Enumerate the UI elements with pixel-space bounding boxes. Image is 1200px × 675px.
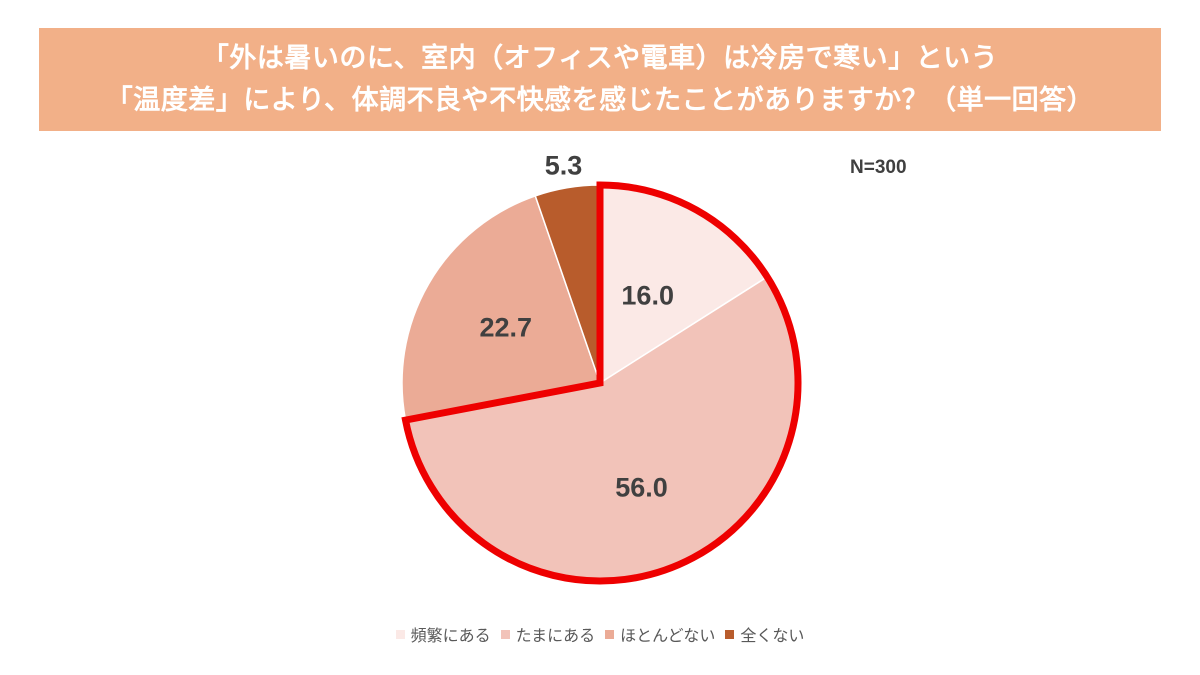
sample-size-label: N=300 <box>850 157 907 178</box>
legend-label: たまにある <box>515 626 596 645</box>
legend-swatch-icon <box>395 629 405 639</box>
data-label: 16.0 <box>621 280 674 311</box>
legend-label: ほとんどない <box>620 626 716 645</box>
highlight-outline <box>401 181 802 585</box>
legend-item: 頻繁にある <box>395 622 491 646</box>
data-label: 22.7 <box>479 312 533 343</box>
legend-swatch-icon <box>605 629 615 639</box>
pie-slice <box>401 194 601 421</box>
legend-item: ほとんどない <box>605 622 715 646</box>
data-label: 56.0 <box>615 472 668 503</box>
legend-item: 全くない <box>725 622 804 646</box>
legend-swatch-icon <box>500 629 510 639</box>
title-line-2: 「温度差」により、体調不良や不快感を感じたことがありますか？（単一回答） <box>105 84 1095 116</box>
legend-label: 頻繁にある <box>410 626 491 645</box>
data-label: 5.3 <box>544 150 583 181</box>
legend-label: 全くない <box>740 626 805 645</box>
legend: 頻繁にある たまにある ほとんどない 全くない <box>0 622 1200 646</box>
title-line-1: 「外は暑いのに、室内（オフィスや電車）は冷房で寒い」という <box>201 42 999 74</box>
chart-title-banner: 「外は暑いのに、室内（オフィスや電車）は冷房で寒い」という 「温度差」により、体… <box>39 28 1161 131</box>
legend-swatch-icon <box>725 629 735 639</box>
legend-item: たまにある <box>500 622 596 646</box>
